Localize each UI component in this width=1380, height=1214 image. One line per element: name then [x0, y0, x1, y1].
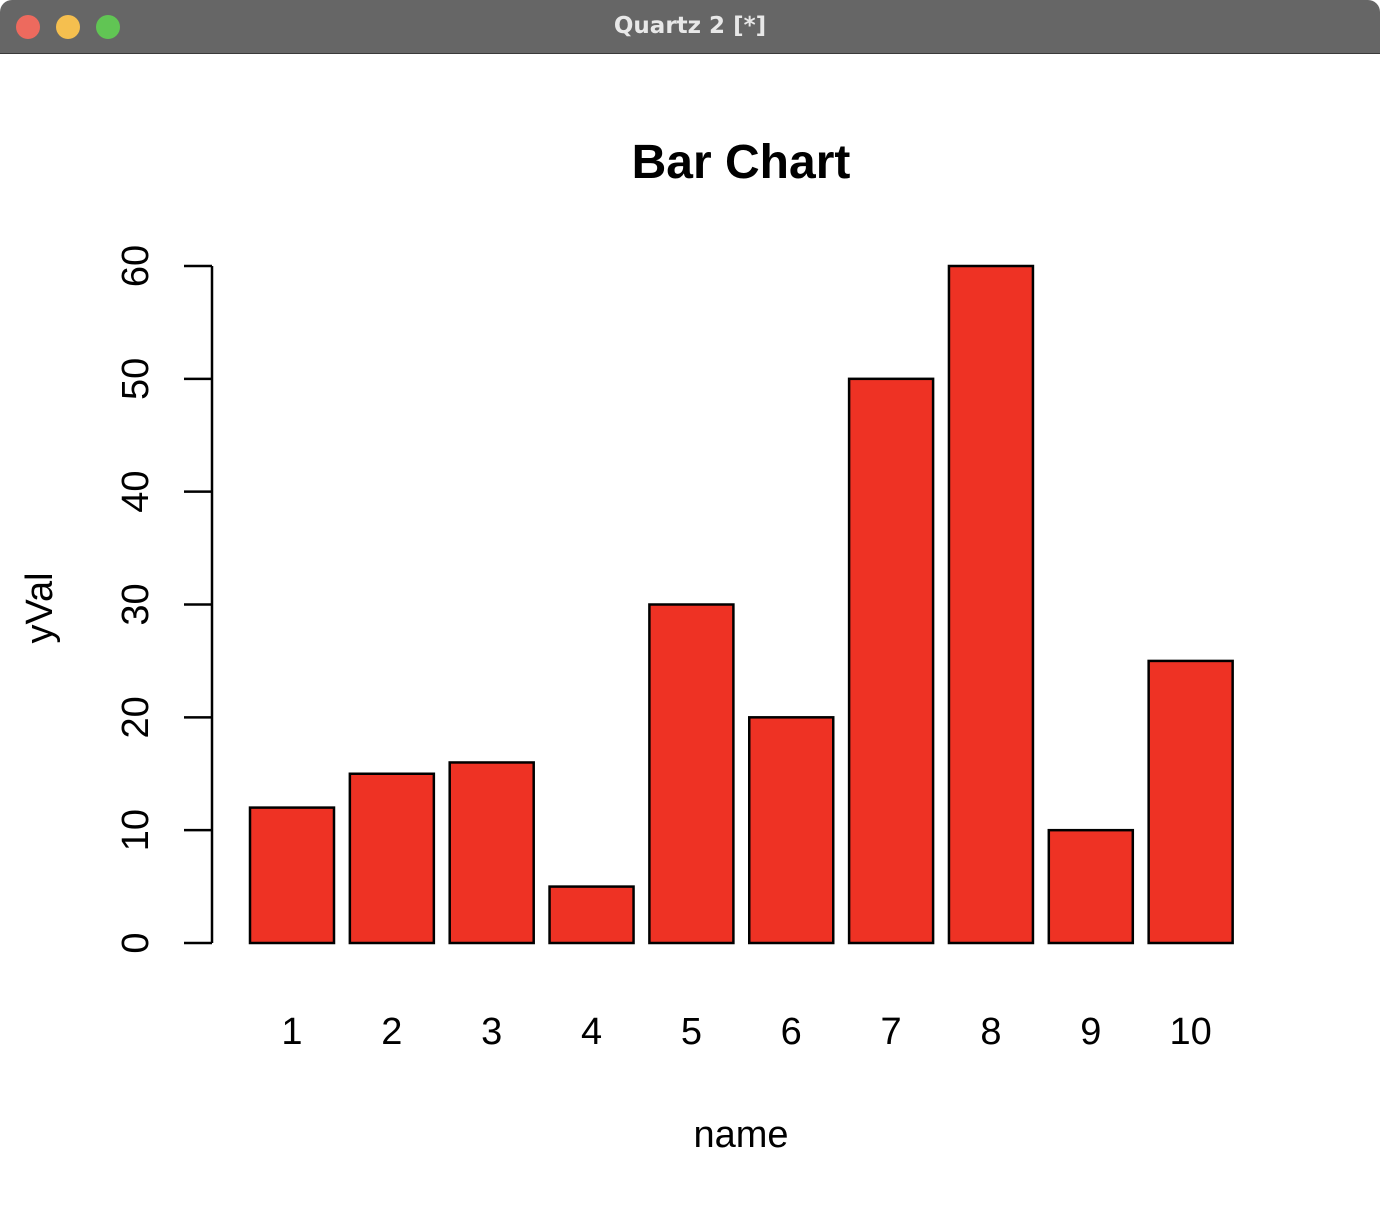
y-axis: 0 10 20 30 40 50 60	[115, 245, 214, 954]
close-window-button[interactable]	[16, 15, 40, 39]
x-tick-label: 1	[281, 1011, 302, 1053]
bar-5	[648, 603, 735, 945]
bar-8	[947, 264, 1035, 945]
x-tick-label: 6	[781, 1011, 802, 1053]
y-axis-label: yVal	[19, 572, 61, 643]
x-tick-label: 2	[381, 1011, 402, 1053]
bar-2	[348, 772, 436, 945]
chart-title: Bar Chart	[632, 136, 851, 189]
bar-chart: Bar Chart 0 10 20 30 40 50 60 1 2 3 4 5 6 7 8 9 10 name…	[19, 136, 1234, 1156]
x-tick-labels: 1 2 3 4 5 6 7 8 9 10	[281, 1011, 1211, 1053]
x-tick-label: 10	[1170, 1011, 1212, 1053]
x-tick-label: 3	[481, 1011, 502, 1053]
bar-4	[548, 885, 635, 945]
bar-6	[748, 716, 835, 945]
x-tick-label: 9	[1080, 1011, 1101, 1053]
bar-1	[248, 806, 336, 945]
x-tick-label: 4	[581, 1011, 602, 1053]
y-tick-label: 40	[115, 471, 157, 513]
y-tick-label: 0	[115, 932, 157, 953]
window-title: Quartz 2 [*]	[613, 13, 767, 39]
x-tick-label: 7	[881, 1011, 902, 1053]
y-tick-label: 10	[115, 809, 157, 851]
y-tick-label: 50	[115, 358, 157, 400]
bar-3	[448, 761, 535, 945]
zoom-window-button[interactable]	[96, 15, 120, 39]
x-tick-label: 8	[980, 1011, 1001, 1053]
minimize-window-button[interactable]	[56, 15, 80, 39]
y-tick-label: 30	[115, 583, 157, 625]
plot-area: Bar Chart 0 10 20 30 40 50 60 1 2 3 4 5 6 7 8 9 10 name…	[0, 54, 1380, 1214]
y-tick-label: 20	[115, 696, 157, 738]
bar-9	[1047, 828, 1135, 945]
x-axis-label: name	[693, 1114, 788, 1156]
x-tick-label: 5	[681, 1011, 702, 1053]
bar-7	[847, 377, 935, 945]
y-tick-label: 60	[115, 245, 157, 287]
bars-group	[248, 264, 1234, 945]
bar-10	[1147, 659, 1234, 945]
window-titlebar[interactable]: Quartz 2 [*]	[0, 0, 1380, 54]
